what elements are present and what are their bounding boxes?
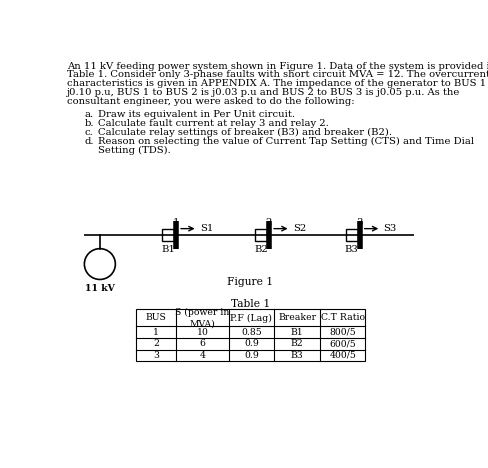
Text: BUS: BUS <box>145 314 166 322</box>
Text: 1: 1 <box>153 328 159 336</box>
Text: An 11 kV feeding power system shown in Figure 1. Data of the system is provided : An 11 kV feeding power system shown in F… <box>67 62 488 71</box>
Text: B3: B3 <box>290 351 303 360</box>
Text: 600/5: 600/5 <box>329 339 355 348</box>
Text: 3: 3 <box>153 351 159 360</box>
Text: B1: B1 <box>161 245 175 254</box>
Text: 2: 2 <box>153 339 159 348</box>
Text: characteristics is given in APPENDIX A. The impedance of the generator to BUS 1 : characteristics is given in APPENDIX A. … <box>67 79 488 88</box>
Text: b.: b. <box>84 119 94 128</box>
Text: 4: 4 <box>199 351 205 360</box>
Text: d.: d. <box>84 137 94 146</box>
Text: B2: B2 <box>254 245 267 254</box>
Text: Reason on selecting the value of Current Tap Setting (CTS) and Time Dial: Reason on selecting the value of Current… <box>98 137 473 146</box>
Text: consultant engineer, you were asked to do the following:: consultant engineer, you were asked to d… <box>67 97 354 106</box>
Text: 11 kV: 11 kV <box>85 284 115 293</box>
Text: S3: S3 <box>383 224 396 233</box>
Text: 6: 6 <box>199 339 205 348</box>
Text: 0.85: 0.85 <box>241 328 261 336</box>
Text: B1: B1 <box>290 328 303 336</box>
Text: 2: 2 <box>265 218 271 227</box>
Text: j0.10 p.u, BUS 1 to BUS 2 is j0.03 p.u and BUS 2 to BUS 3 is j0.05 p.u. As the: j0.10 p.u, BUS 1 to BUS 2 is j0.03 p.u a… <box>67 88 460 97</box>
Text: Setting (TDS).: Setting (TDS). <box>98 146 171 155</box>
Bar <box>136 309 365 361</box>
Bar <box>162 229 174 241</box>
Text: Calculate relay settings of breaker (B3) and breaker (B2).: Calculate relay settings of breaker (B3)… <box>98 128 391 137</box>
Text: 1: 1 <box>172 218 179 227</box>
Text: Draw its equivalent in Per Unit circuit.: Draw its equivalent in Per Unit circuit. <box>98 110 295 119</box>
Text: S (power in
MVA): S (power in MVA) <box>175 308 229 328</box>
Text: Figure 1: Figure 1 <box>227 277 273 287</box>
Text: C.T Ratio: C.T Ratio <box>320 314 364 322</box>
Text: 0.9: 0.9 <box>244 351 258 360</box>
Text: S2: S2 <box>292 224 305 233</box>
Text: Breaker: Breaker <box>278 314 316 322</box>
Text: Table 1: Table 1 <box>230 299 269 309</box>
Text: 3: 3 <box>356 218 362 227</box>
Text: c.: c. <box>84 128 93 137</box>
Text: Table 1. Consider only 3-phase faults with short circuit MVA = 12. The overcurre: Table 1. Consider only 3-phase faults wi… <box>67 70 488 80</box>
Bar <box>254 229 267 241</box>
Text: S1: S1 <box>200 224 213 233</box>
Text: B2: B2 <box>290 339 303 348</box>
Text: 400/5: 400/5 <box>329 351 355 360</box>
Text: 10: 10 <box>196 328 208 336</box>
Text: a.: a. <box>84 110 93 119</box>
Text: 800/5: 800/5 <box>329 328 355 336</box>
Text: B3: B3 <box>344 245 358 254</box>
Bar <box>345 229 357 241</box>
Text: Calculate fault current at relay 3 and relay 2.: Calculate fault current at relay 3 and r… <box>98 119 328 128</box>
Text: 0.9: 0.9 <box>244 339 258 348</box>
Text: P.F (Lag): P.F (Lag) <box>230 314 272 322</box>
